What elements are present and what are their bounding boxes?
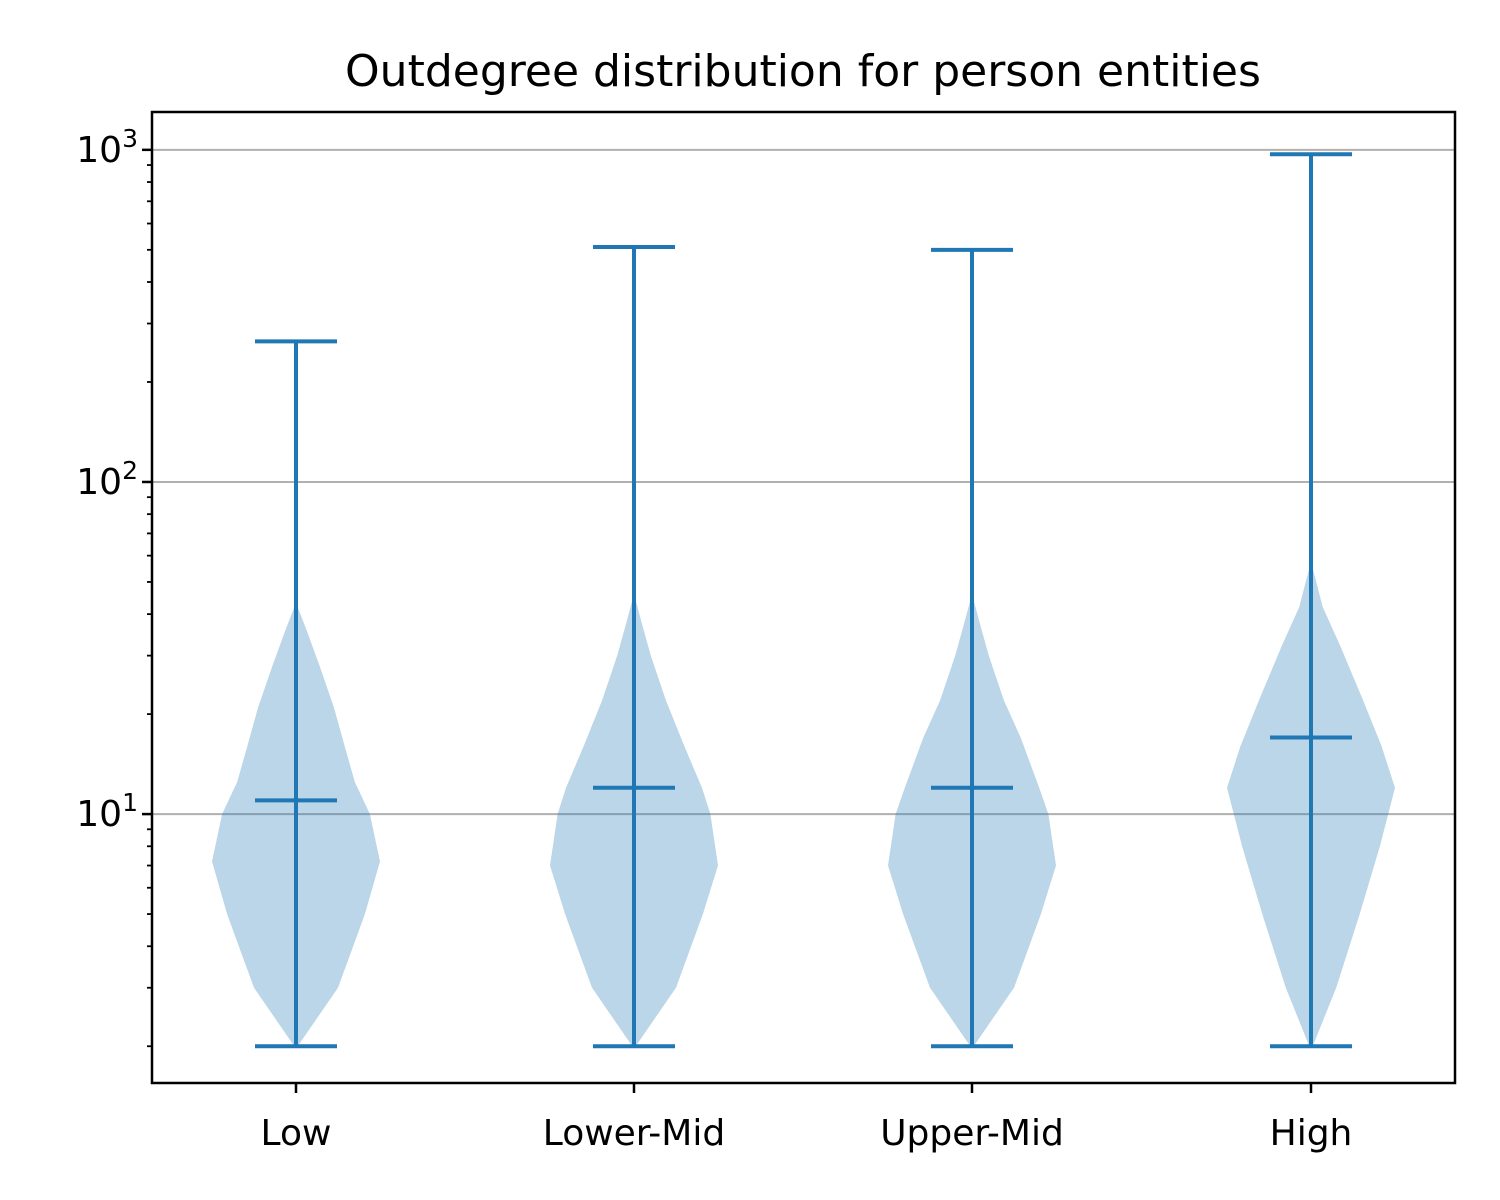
y-gridlines [152, 148, 1455, 816]
x-tick-label: Upper-Mid [880, 1113, 1064, 1154]
violin-statistic-lines [255, 152, 1352, 1049]
y-tick-label: 103 [76, 124, 138, 171]
violin-bodies [212, 568, 1395, 1047]
x-tick-label: Lower-Mid [543, 1113, 725, 1154]
x-tick-label: Low [261, 1113, 332, 1154]
y-tick-label: 101 [76, 788, 138, 835]
axes: 101 102 103 Low Lower-Mid Upper-Mid High [76, 124, 1352, 1154]
chart-title: Outdegree distribution for person entiti… [345, 46, 1261, 97]
x-tick-label: High [1270, 1113, 1353, 1154]
y-tick-label: 102 [76, 456, 138, 503]
plot-frame [150, 110, 1457, 1085]
